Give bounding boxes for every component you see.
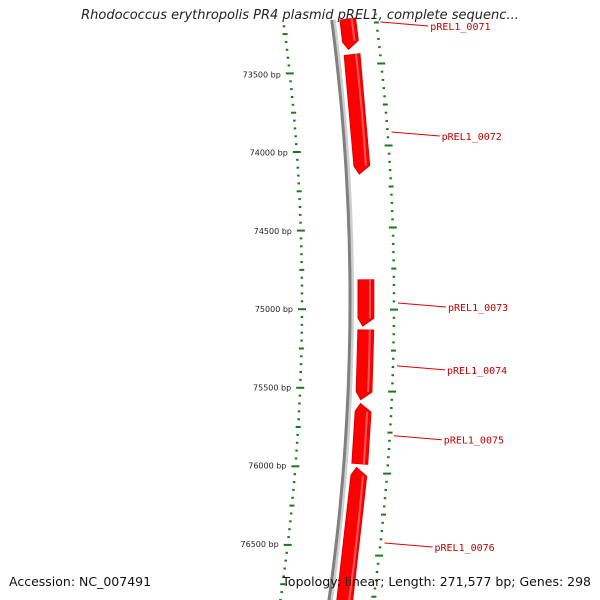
genome-summary: Topology: linear; Length: 271,577 bp; Ge…: [282, 574, 591, 589]
bp-tick-label: 75000 bp: [255, 305, 293, 314]
gene-highlight: [350, 18, 356, 41]
tick-layer: [279, 13, 398, 600]
gene-pREL1_0075[interactable]: [351, 402, 372, 465]
gene-label-leader: [380, 21, 429, 27]
gene-highlight: [362, 411, 369, 465]
gene-label-leader: [396, 365, 446, 371]
gene-highlight: [355, 53, 367, 166]
backbone-shadow: [328, 19, 354, 600]
gene-label[interactable]: pREL1_0075: [444, 436, 504, 447]
gene-pREL1_0071[interactable]: [339, 17, 359, 51]
accession-text: Accession: NC_007491: [9, 574, 152, 589]
gene-label[interactable]: pREL1_0071: [430, 22, 490, 33]
bp-tick-label: 76000 bp: [248, 462, 286, 471]
label-layer: 73500 bp 74000 bp 74500 bp 75000 bp 75500 bp…: [241, 21, 508, 554]
bp-tick-label: 73500 bp: [243, 70, 281, 79]
gene-label-leader: [384, 542, 433, 548]
bp-tick-label: 74000 bp: [250, 149, 288, 158]
gene-label-leader: [397, 302, 447, 308]
gene-label-leader: [391, 131, 440, 137]
gene-pREL1_0076[interactable]: [336, 466, 368, 600]
gene-label[interactable]: pREL1_0072: [442, 132, 502, 143]
gene-label[interactable]: pREL1_0076: [435, 543, 495, 554]
gene-pREL1_0073[interactable]: [357, 279, 375, 327]
gene-label[interactable]: pREL1_0074: [447, 366, 507, 377]
page-title: Rhodococcus erythropolis PR4 plasmid pRE…: [81, 8, 519, 23]
gene-label-leader: [393, 435, 442, 441]
gene-highlight: [348, 475, 364, 600]
gene-pREL1_0074[interactable]: [355, 329, 375, 401]
bp-tick-label: 76500 bp: [241, 540, 279, 549]
bp-tick-label: 75500 bp: [253, 383, 291, 392]
backbone: [327, 19, 352, 600]
gene-layer: [336, 17, 375, 600]
gene-highlight: [367, 329, 371, 393]
gene-label[interactable]: pREL1_0073: [448, 303, 508, 314]
bp-tick-label: 74500 bp: [254, 227, 292, 236]
